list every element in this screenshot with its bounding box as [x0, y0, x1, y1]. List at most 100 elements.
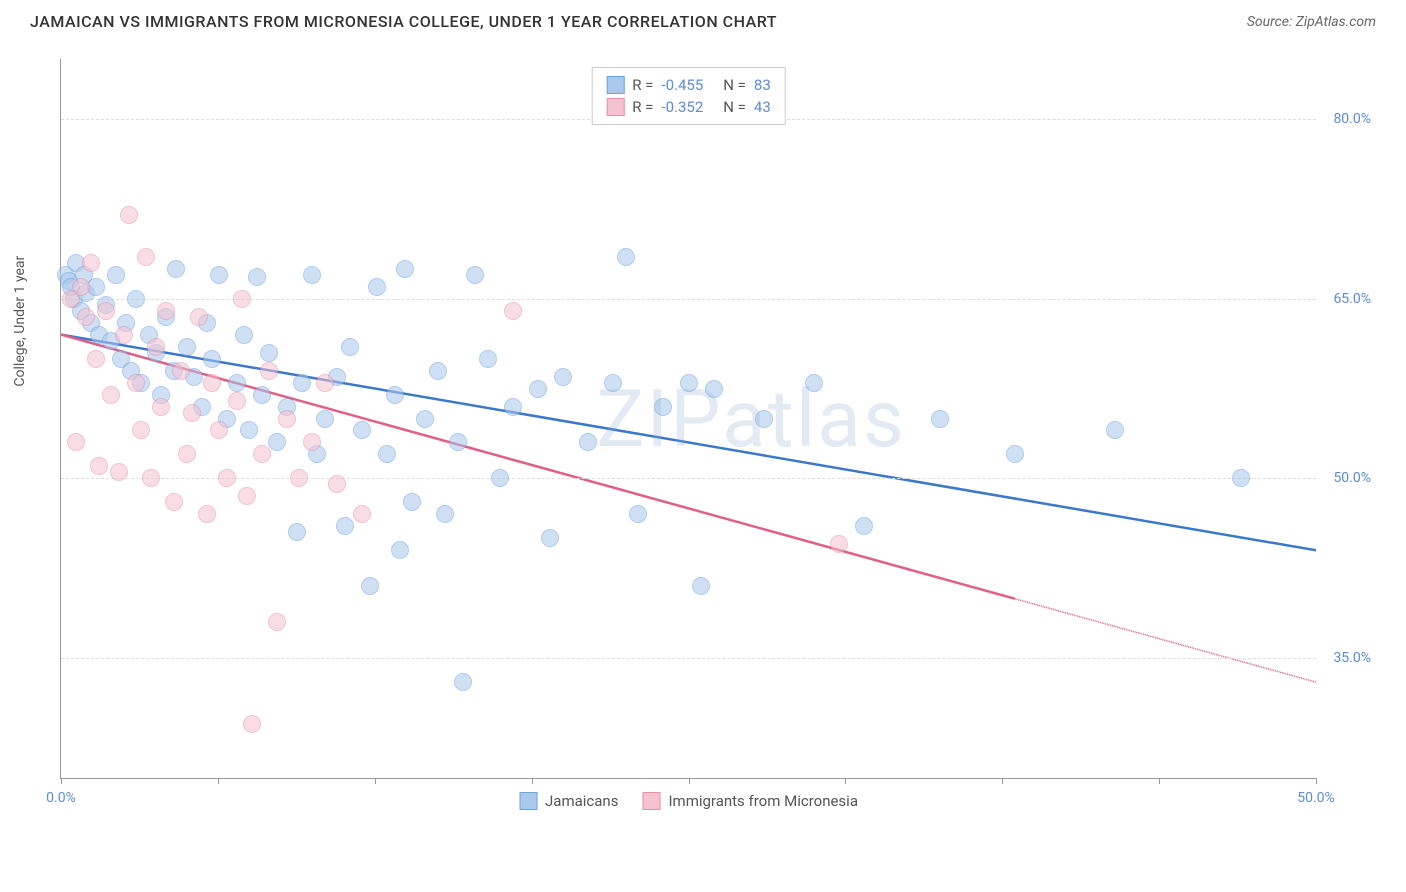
legend-n-value: 43: [754, 98, 771, 116]
chart-header: JAMAICAN VS IMMIGRANTS FROM MICRONESIA C…: [0, 0, 1406, 39]
legend-n-value: 83: [754, 76, 771, 94]
data-point: [97, 302, 115, 320]
data-point: [243, 715, 261, 733]
data-point: [316, 410, 334, 428]
x-tick: [375, 778, 376, 784]
data-point: [416, 410, 434, 428]
data-point: [755, 410, 773, 428]
data-point: [805, 374, 823, 392]
x-tick: [845, 778, 846, 784]
data-point: [303, 266, 321, 284]
x-tick-label: 50.0%: [1297, 790, 1335, 806]
y-tick-label: 35.0%: [1333, 650, 1371, 666]
chart-container: College, Under 1 year ZIPatlas R = -0.45…: [30, 49, 1376, 839]
data-point: [554, 368, 572, 386]
legend-r-value: -0.352: [661, 98, 703, 116]
data-point: [403, 493, 421, 511]
data-point: [288, 523, 306, 541]
data-point: [260, 362, 278, 380]
data-point: [429, 362, 447, 380]
data-point: [328, 475, 346, 493]
legend-swatch: [519, 792, 537, 810]
data-point: [172, 362, 190, 380]
data-point: [152, 398, 170, 416]
data-point: [378, 445, 396, 463]
data-point: [107, 266, 125, 284]
series-legend: Jamaicans Immigrants from Micronesia: [519, 792, 858, 810]
data-point: [137, 248, 155, 266]
data-point: [228, 374, 246, 392]
data-point: [391, 541, 409, 559]
data-point: [341, 338, 359, 356]
data-point: [705, 380, 723, 398]
data-point: [87, 350, 105, 368]
legend-row: R = -0.352N = 43: [606, 96, 771, 118]
data-point: [1232, 469, 1250, 487]
data-point: [336, 517, 354, 535]
data-point: [203, 350, 221, 368]
data-point: [228, 392, 246, 410]
legend-n-label: N =: [723, 98, 746, 116]
legend-swatch: [606, 76, 624, 94]
data-point: [268, 613, 286, 631]
watermark: ZIPatlas: [596, 372, 906, 466]
data-point: [504, 302, 522, 320]
y-axis-label: College, Under 1 year: [12, 256, 28, 387]
data-point: [361, 577, 379, 595]
data-point: [90, 457, 108, 475]
data-point: [316, 374, 334, 392]
data-point: [529, 380, 547, 398]
data-point: [353, 421, 371, 439]
x-tick: [1002, 778, 1003, 784]
data-point: [303, 433, 321, 451]
data-point: [248, 268, 266, 286]
data-point: [1106, 421, 1124, 439]
data-point: [617, 248, 635, 266]
legend-r-value: -0.455: [661, 76, 703, 94]
data-point: [147, 338, 165, 356]
legend-item: Immigrants from Micronesia: [642, 792, 858, 810]
data-point: [178, 338, 196, 356]
gridline: [61, 478, 1316, 479]
chart-source: Source: ZipAtlas.com: [1247, 14, 1376, 30]
x-tick: [61, 778, 62, 784]
legend-swatch: [606, 98, 624, 116]
data-point: [240, 421, 258, 439]
data-point: [491, 469, 509, 487]
plot-area: ZIPatlas R = -0.455N = 83R = -0.352N = 4…: [60, 59, 1316, 779]
data-point: [290, 469, 308, 487]
data-point: [504, 398, 522, 416]
data-point: [253, 445, 271, 463]
data-point: [268, 433, 286, 451]
data-point: [293, 374, 311, 392]
data-point: [1006, 445, 1024, 463]
x-tick: [532, 778, 533, 784]
data-point: [830, 535, 848, 553]
data-point: [233, 290, 251, 308]
data-point: [604, 374, 622, 392]
data-point: [931, 410, 949, 428]
data-point: [190, 308, 208, 326]
data-point: [102, 386, 120, 404]
data-point: [396, 260, 414, 278]
data-point: [386, 386, 404, 404]
data-point: [198, 505, 216, 523]
data-point: [82, 254, 100, 272]
data-point: [260, 344, 278, 362]
data-point: [278, 410, 296, 428]
data-point: [165, 493, 183, 511]
data-point: [368, 278, 386, 296]
data-point: [629, 505, 647, 523]
legend-swatch: [642, 792, 660, 810]
data-point: [238, 487, 256, 505]
legend-label: Jamaicans: [545, 792, 618, 810]
data-point: [466, 266, 484, 284]
data-point: [127, 290, 145, 308]
data-point: [541, 529, 559, 547]
data-point: [218, 469, 236, 487]
data-point: [67, 433, 85, 451]
data-point: [855, 517, 873, 535]
data-point: [127, 374, 145, 392]
data-point: [449, 433, 467, 451]
data-point: [72, 278, 90, 296]
